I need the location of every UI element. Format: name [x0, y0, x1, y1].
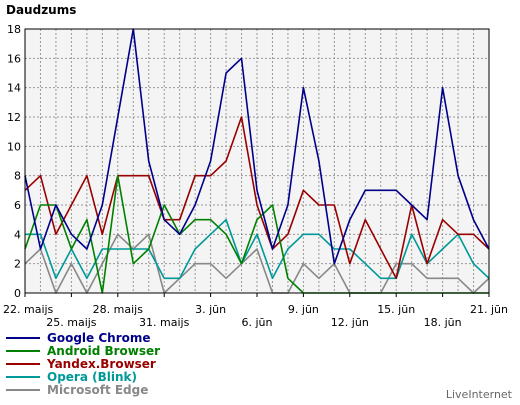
y-tick-label: 4	[14, 228, 21, 241]
x-tick-label: 31. maijs	[139, 316, 190, 329]
watermark: LiveInternet	[446, 388, 513, 401]
y-axis: 0 2 4 6 8 10 12 14 16 18	[7, 23, 21, 300]
series-line-microsoft-edge	[24, 233, 490, 294]
x-tick-label: 12. jūn	[331, 316, 369, 329]
plot-border	[24, 28, 490, 294]
y-tick-label: 12	[7, 111, 21, 124]
legend-label: Microsoft Edge	[47, 383, 148, 397]
legend-label: Yandex.Browser	[46, 357, 156, 371]
legend-label: Opera (Blink)	[47, 370, 137, 384]
x-tick-label: 9. jūn	[288, 303, 319, 316]
legend-item-google-chrome: Google Chrome	[6, 331, 151, 345]
legend-label: Android Browser	[47, 344, 160, 358]
x-tick-label: 22. maijs	[3, 303, 54, 316]
x-tick-label: 21. jūn	[470, 303, 508, 316]
legend-item-opera-blink: Opera (Blink)	[6, 370, 137, 384]
y-tick-label: 2	[14, 258, 21, 271]
x-tick-label: 3. jūn	[195, 303, 226, 316]
x-tick-label: 15. jūn	[377, 303, 415, 316]
y-tick-label: 10	[7, 140, 21, 153]
y-tick-label: 8	[14, 170, 21, 183]
x-tick-label: 18. jūn	[424, 316, 462, 329]
legend-item-android-browser: Android Browser	[6, 344, 160, 358]
series-line-google-chrome	[24, 28, 490, 265]
y-tick-label: 14	[7, 82, 21, 95]
x-tick-label: 28. maijs	[93, 303, 144, 316]
y-tick-label: 18	[7, 23, 21, 36]
chart-title: Daudzums	[6, 3, 76, 17]
y-tick-label: 0	[14, 287, 21, 300]
series-line-opera-blink	[25, 218, 490, 280]
y-tick-label: 6	[14, 199, 21, 212]
legend-label: Google Chrome	[47, 331, 151, 345]
x-tick-label: 6. jūn	[242, 316, 273, 329]
legend-item-yandex-browser: Yandex.Browser	[6, 357, 156, 371]
x-axis: 22. maijs 28. maijs 3. jūn 9. jūn 15. jūn 21.…	[3, 293, 508, 329]
legend-item-microsoft-edge: Microsoft Edge	[6, 383, 148, 397]
x-tick-label: 25. maijs	[46, 316, 97, 329]
y-tick-label: 16	[7, 52, 21, 65]
